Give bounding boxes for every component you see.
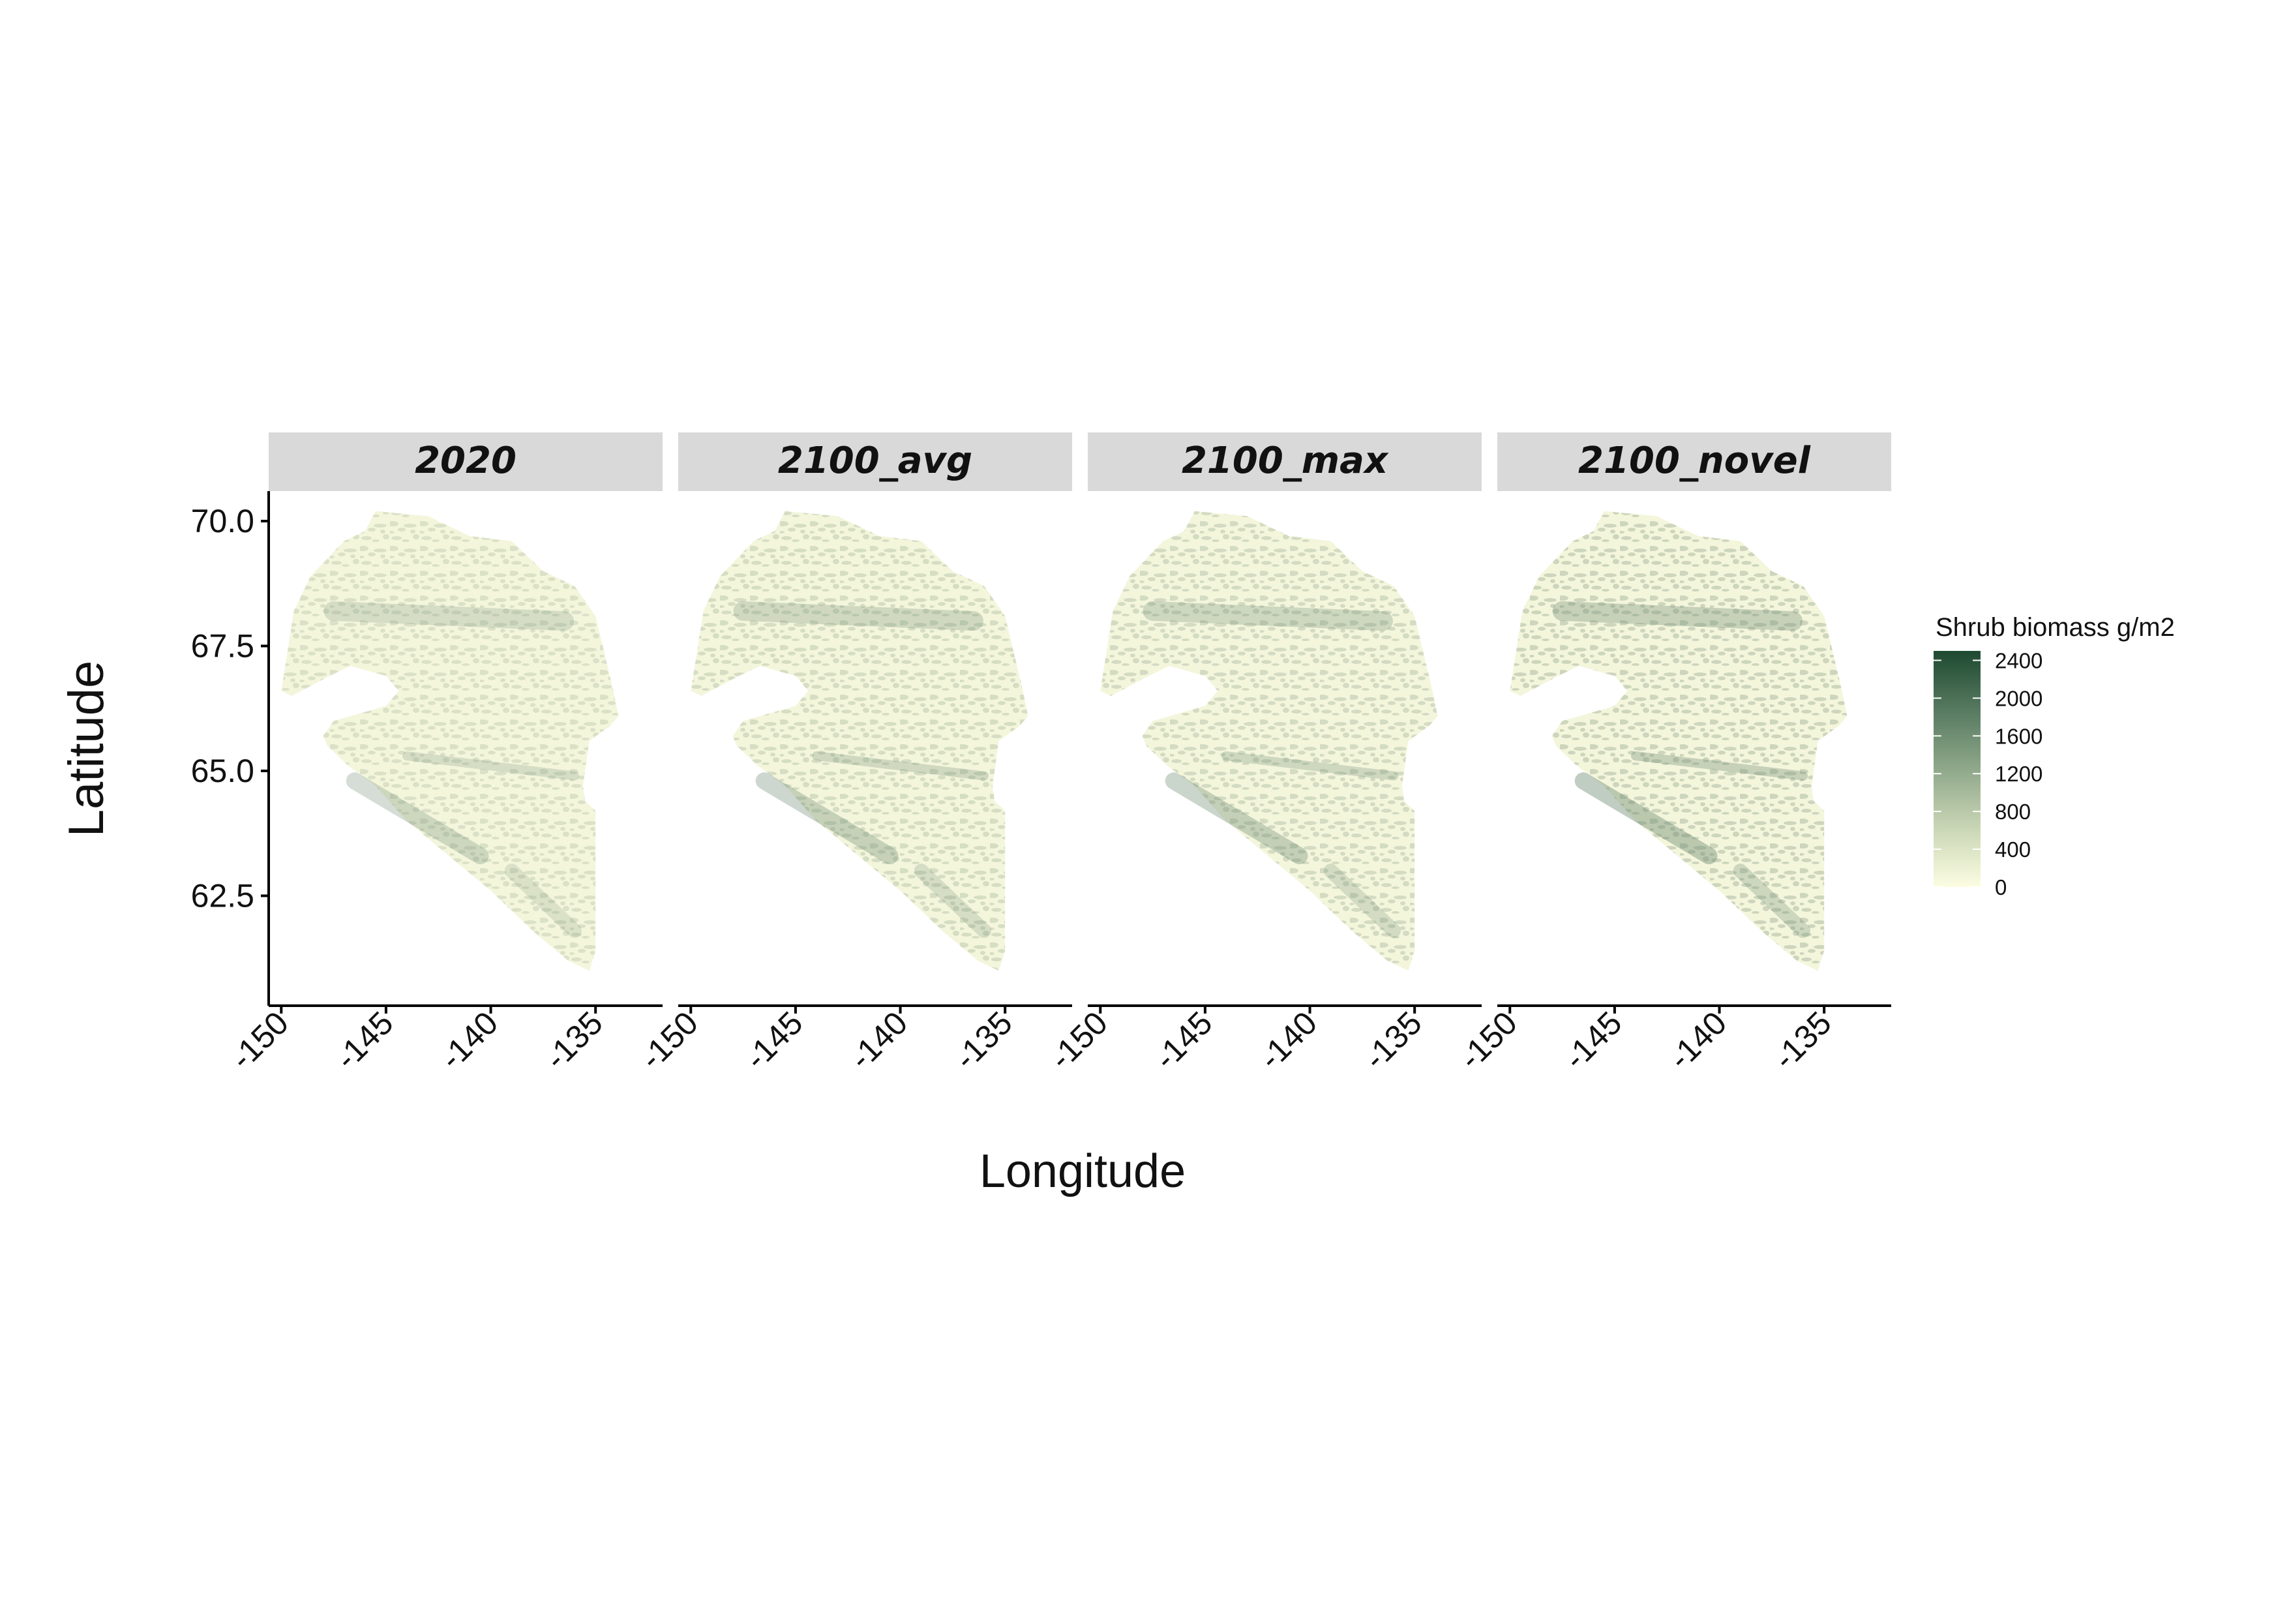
- x-tick-label: -150: [1043, 1004, 1115, 1076]
- facet-strip-label: 2100_avg: [778, 440, 972, 482]
- shrub-band-south: [1733, 864, 1811, 939]
- x-tick-label: -150: [1452, 1004, 1524, 1076]
- shrub-band-north: [323, 601, 574, 631]
- legend-tick-label: 2400: [1995, 648, 2042, 672]
- x-tick-label: -145: [1147, 1004, 1219, 1076]
- y-axis-title: Latitude: [59, 661, 114, 837]
- facet-strip-label: 2100_max: [1182, 440, 1389, 482]
- facet-strip-label: 2020: [415, 440, 516, 482]
- x-axis-title: Longitude: [980, 1145, 1186, 1197]
- legend-title: Shrub biomass g/m2: [1936, 613, 2175, 642]
- legend-tick-label: 1200: [1995, 762, 2042, 786]
- legend-tick-label: 400: [1995, 837, 2031, 862]
- facet-strip: [1497, 432, 1891, 491]
- color-legend: Shrub biomass g/m2 0 400 800 1200 1600 2000 24…: [1934, 613, 2175, 899]
- shrub-band-river: [1631, 751, 1808, 781]
- shrub-band-north: [1143, 601, 1393, 631]
- map-region-texture: [691, 511, 1028, 971]
- x-tick-label: -135: [1357, 1004, 1429, 1076]
- y-tick-label: 65.0: [191, 753, 254, 789]
- y-tick-label: 62.5: [191, 877, 254, 914]
- x-tick-label: -135: [538, 1004, 610, 1076]
- shrub-band-river: [812, 751, 989, 781]
- y-tick-label: 70.0: [191, 503, 254, 539]
- x-tick-label: -135: [1767, 1004, 1838, 1076]
- facet-panel-2100_max: 2100_max -150 -145 -140 -135: [1043, 432, 1482, 1077]
- x-tick-label: -140: [433, 1004, 505, 1076]
- facet-panel-2100_avg: 2100_avg -150 -145 -140 -135: [633, 432, 1072, 1077]
- map-region-texture: [1510, 511, 1848, 971]
- shrub-band-north: [1552, 601, 1803, 631]
- legend-tick-label: 2000: [1995, 686, 2042, 710]
- x-tick-label: -140: [1662, 1004, 1733, 1076]
- x-tick-label: -140: [843, 1004, 914, 1076]
- facet-strip: [1088, 432, 1482, 491]
- facet-panel-2020: 2020 62.5 65.0 67.5 70.0 -150 -145 -140 -135: [191, 432, 663, 1077]
- legend-colorbar: [1934, 651, 1981, 887]
- x-tick-label: -150: [633, 1004, 705, 1076]
- x-tick-label: -150: [224, 1004, 295, 1076]
- legend-tick-label: 0: [1995, 875, 2007, 899]
- shrub-band-southwest: [755, 772, 899, 865]
- shrub-band-south: [1323, 864, 1401, 939]
- map-region-texture: [281, 511, 619, 971]
- shrub-band-southwest: [1165, 772, 1308, 865]
- facet-strip: [678, 432, 1072, 491]
- x-tick-label: -145: [328, 1004, 400, 1076]
- x-tick-label: -135: [948, 1004, 1019, 1076]
- facet-strip: [269, 432, 663, 491]
- shrub-band-river: [1221, 751, 1399, 781]
- shrub-band-south: [504, 864, 582, 939]
- y-tick-label: 67.5: [191, 627, 254, 664]
- facet-panel-2100_novel: 2100_novel -150 -145 -140 -135: [1452, 432, 1891, 1077]
- x-tick-label: -145: [1557, 1004, 1628, 1076]
- map-region-texture: [1100, 511, 1438, 971]
- legend-tick-label: 1600: [1995, 724, 2042, 748]
- facet-strip-label: 2100_novel: [1578, 440, 1811, 482]
- shrub-band-southwest: [346, 772, 489, 865]
- shrub-band-southwest: [1574, 772, 1718, 865]
- legend-tick-label: 800: [1995, 800, 2031, 824]
- shrub-band-river: [402, 751, 580, 781]
- x-tick-label: -140: [1252, 1004, 1324, 1076]
- x-tick-label: -145: [738, 1004, 809, 1076]
- shrub-band-north: [733, 601, 983, 631]
- shrub-band-south: [914, 864, 992, 939]
